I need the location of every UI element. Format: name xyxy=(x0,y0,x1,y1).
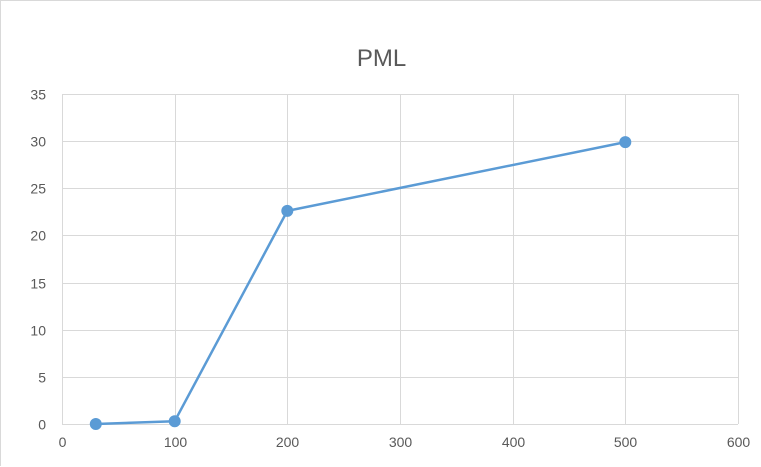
x-tick-label: 600 xyxy=(727,434,751,450)
x-tick-label: 400 xyxy=(502,434,526,450)
y-tick-label: 15 xyxy=(30,276,46,292)
y-tick-label: 0 xyxy=(38,417,46,433)
x-tick-label: 500 xyxy=(614,434,638,450)
series-group xyxy=(89,136,632,430)
y-tick-label: 20 xyxy=(30,228,46,244)
y-tick-label: 35 xyxy=(30,87,46,103)
y-tick-label: 5 xyxy=(38,370,46,386)
x-tick-label: 300 xyxy=(389,434,413,450)
y-tick-label: 30 xyxy=(30,134,46,150)
y-tick-label: 10 xyxy=(30,323,46,339)
x-tick-label: 100 xyxy=(164,434,188,450)
data-point xyxy=(281,204,294,217)
tick-labels: 0 5 10 15 20 25 30 35 0 100 200 300 400 500 600 xyxy=(30,87,750,451)
grid-lines xyxy=(62,94,739,425)
data-point xyxy=(168,415,181,428)
data-point xyxy=(619,136,632,149)
x-tick-label: 200 xyxy=(276,434,300,450)
y-tick-label: 25 xyxy=(30,181,46,197)
chart-title: PML xyxy=(356,45,407,72)
series-line xyxy=(94,140,627,426)
data-point xyxy=(89,418,102,430)
x-tick-label: 0 xyxy=(59,434,67,450)
